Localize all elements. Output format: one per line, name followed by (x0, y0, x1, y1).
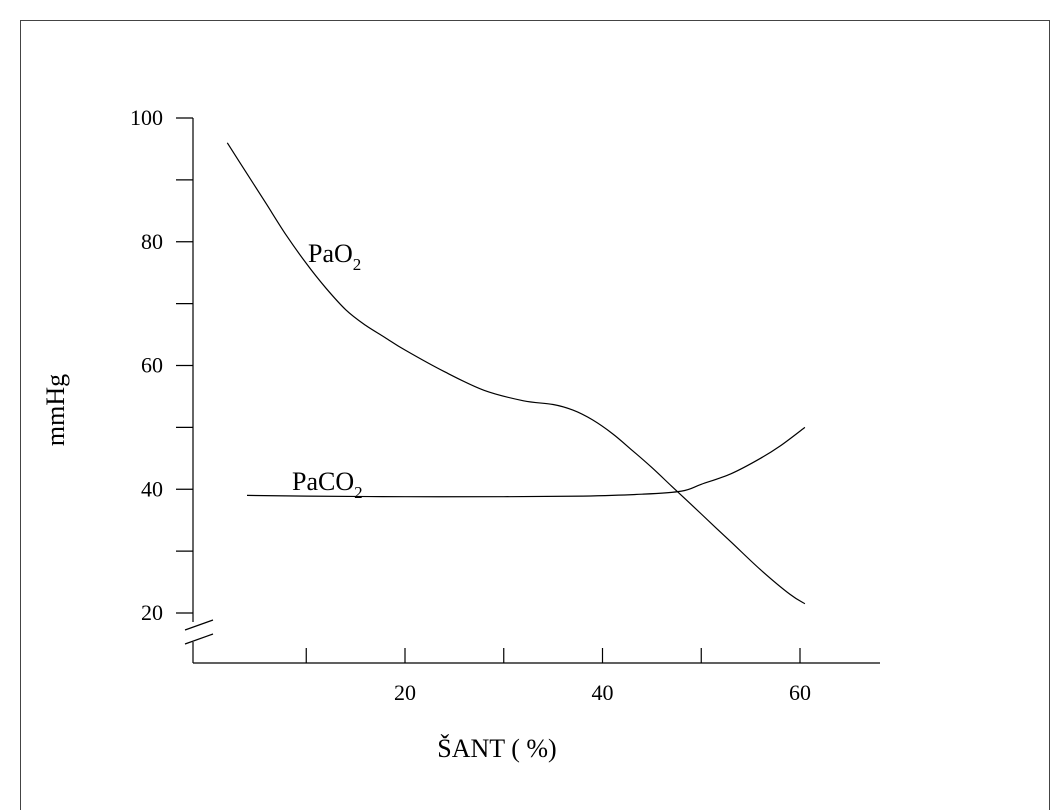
y-axis-break-mark (184, 633, 214, 645)
x-tick-label: 60 (789, 680, 811, 705)
axes (176, 117, 880, 664)
series-line-paco2 (246, 426, 806, 498)
y-axis-title: mmHg (41, 374, 70, 446)
y-tick-label: 60 (141, 353, 163, 378)
series-line-pao2 (226, 142, 806, 605)
x-tick-label: 40 (592, 680, 614, 705)
curves (226, 142, 806, 605)
series-label-pao2: PaO2 (308, 239, 361, 274)
y-tick-label: 20 (141, 600, 163, 625)
x-axis-title: ŠANT ( %) (437, 734, 556, 763)
y-axis-break-mark (184, 619, 214, 631)
y-tick-label: 40 (141, 476, 163, 501)
series-label-paco2: PaCO2 (292, 467, 363, 502)
y-tick-label: 80 (141, 229, 163, 254)
figure-frame (20, 20, 1050, 810)
labels: 20 40 60 80 100 20 40 60 ŠANT ( %) mmHg PaO2 PaCO2 (41, 105, 811, 763)
x-tick-label: 20 (394, 680, 416, 705)
y-tick-label: 100 (130, 105, 163, 130)
